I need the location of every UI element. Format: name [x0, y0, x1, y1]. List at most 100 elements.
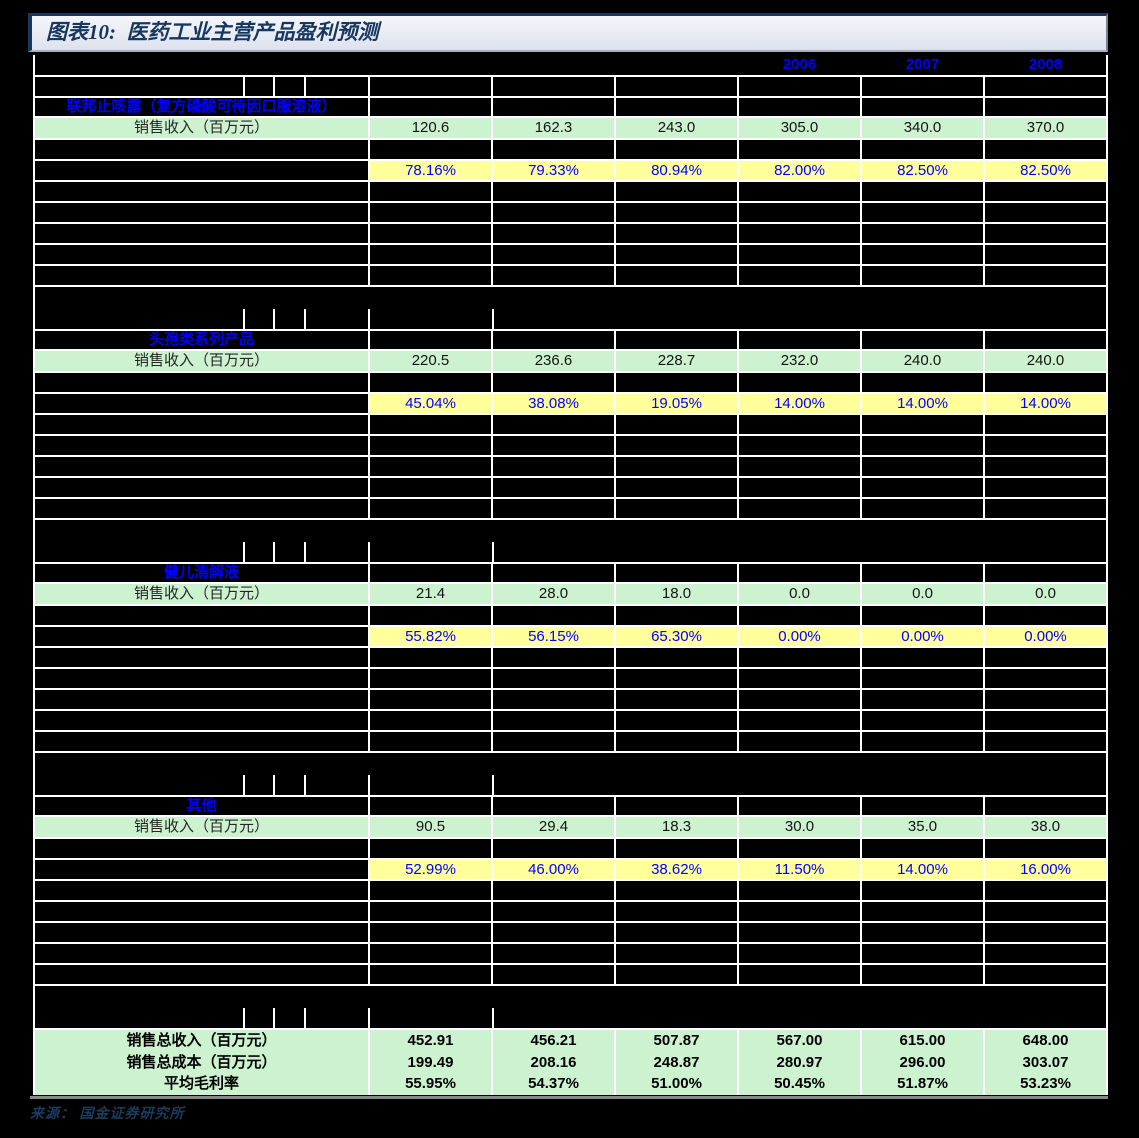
hidden-row: [35, 944, 1106, 963]
summary-value: 507.87: [653, 1032, 700, 1049]
grid-tick: [273, 77, 275, 96]
revenue-value: 228.7: [616, 351, 737, 371]
hidden-row: [35, 881, 1106, 900]
summary-value: 50.45%: [774, 1075, 825, 1093]
hidden-row: [35, 457, 1106, 476]
source-note: 来源： 国金证券研究所: [30, 1107, 185, 1122]
revenue-value: 162.3: [493, 118, 614, 138]
bottom-divider: [30, 1096, 1108, 1099]
margin-value: 0.00%: [739, 627, 860, 646]
grid-tick: [243, 309, 245, 329]
hidden-row: [35, 902, 1106, 921]
revenue-value: 0.0: [985, 584, 1106, 604]
grid-tick: [273, 309, 275, 329]
revenue-value: 220.5: [370, 351, 491, 371]
margin-value: 56.15%: [493, 627, 614, 646]
summary-value: 456.21: [530, 1032, 577, 1049]
revenue-value: 35.0: [862, 817, 983, 837]
margin-value: 14.00%: [985, 394, 1106, 413]
summary-value: 280.97: [776, 1053, 823, 1071]
summary-label: 销售总成本（百万元）: [126, 1053, 277, 1071]
hidden-cell: [35, 161, 368, 180]
revenue-label: 销售收入（百万元）: [35, 817, 368, 837]
figure-title: 图表10: 医药工业主营产品盈利预测: [46, 20, 379, 44]
grid-tick: [304, 309, 306, 329]
summary-value: 248.87: [653, 1053, 700, 1071]
summary-column: 648.00 303.07 53.23%: [985, 1030, 1106, 1095]
grid-tick: [368, 775, 370, 795]
grid-tick: [368, 1008, 370, 1028]
revenue-value: 243.0: [616, 118, 737, 138]
revenue-row: 销售收入（百万元） 220.5 236.6 228.7 232.0 240.0 …: [35, 351, 1106, 371]
revenue-label: 销售收入（百万元）: [35, 118, 368, 138]
summary-value: 303.07: [1022, 1053, 1069, 1071]
grid-tick: [243, 775, 245, 795]
revenue-label: 销售收入（百万元）: [35, 351, 368, 371]
grid-tick: [368, 309, 370, 329]
margin-value: 11.50%: [739, 860, 860, 879]
hidden-row: [35, 839, 1106, 858]
revenue-value: 370.0: [985, 118, 1106, 138]
margin-row: 45.04% 38.08% 19.05% 14.00% 14.00% 14.00…: [35, 394, 1106, 413]
margin-value: 38.08%: [493, 394, 614, 413]
summary-value: 615.00: [899, 1032, 946, 1049]
grid-tick: [304, 775, 306, 795]
hidden-row: [35, 478, 1106, 497]
revenue-value: 29.4: [493, 817, 614, 837]
revenue-value: 340.0: [862, 118, 983, 138]
summary-value: 208.16: [530, 1053, 577, 1071]
grid-tick: [492, 1008, 494, 1028]
profit-forecast-table: 2006 2007 2008 联邦止咳露（复方磷酸可待因口服溶液） 销售收入（百…: [33, 55, 1108, 1095]
grid-tick: [492, 775, 494, 795]
grid-tick: [368, 542, 370, 562]
revenue-value: 120.6: [370, 118, 491, 138]
summary-column: 452.91 199.49 55.95%: [370, 1030, 491, 1095]
grid-tick: [492, 542, 494, 562]
hidden-row: [35, 669, 1106, 688]
grid-tick: [243, 77, 245, 96]
section-header-row: 健儿清解液: [35, 564, 1106, 582]
section-title: 联邦止咳露（复方磷酸可待因口服溶液）: [66, 98, 337, 115]
grid-tick: [304, 542, 306, 562]
grid-tick: [304, 77, 306, 96]
hidden-row: [35, 373, 1106, 392]
section-title: 头孢类系列产品: [148, 331, 254, 348]
summary-labels: 销售总收入（百万元） 销售总成本（百万元） 平均毛利率: [35, 1030, 368, 1095]
revenue-value: 236.6: [493, 351, 614, 371]
summary-value: 648.00: [1022, 1032, 1069, 1049]
revenue-value: 90.5: [370, 817, 491, 837]
revenue-value: 18.0: [616, 584, 737, 604]
section-header-row: 其他: [35, 797, 1106, 815]
hidden-row: [35, 732, 1106, 751]
grid-tick: [243, 542, 245, 562]
margin-value: 46.00%: [493, 860, 614, 879]
section-title: 其他: [186, 797, 217, 814]
summary-value: 199.49: [407, 1053, 454, 1071]
grid-tick: [273, 775, 275, 795]
hidden-row: [35, 965, 1106, 984]
hidden-row: [35, 923, 1106, 942]
summary-label: 销售总收入（百万元）: [126, 1032, 277, 1049]
year-header: 2007: [905, 56, 940, 73]
margin-value: 78.16%: [370, 161, 491, 180]
year-header-row: 2006 2007 2008: [35, 55, 1106, 75]
section-header-row: 联邦止咳露（复方磷酸可待因口服溶液）: [35, 98, 1106, 116]
hidden-row: [35, 436, 1106, 455]
revenue-value: 18.3: [616, 817, 737, 837]
hidden-cell: [35, 860, 368, 879]
margin-value: 65.30%: [616, 627, 737, 646]
margin-value: 80.94%: [616, 161, 737, 180]
margin-value: 52.99%: [370, 860, 491, 879]
summary-value: 55.95%: [405, 1075, 456, 1093]
margin-value: 55.82%: [370, 627, 491, 646]
hidden-row: [35, 690, 1106, 709]
margin-value: 38.62%: [616, 860, 737, 879]
hidden-row: [35, 499, 1106, 518]
figure-title-bar: 图表10: 医药工业主营产品盈利预测: [28, 13, 1108, 52]
spacer-row: [35, 287, 1106, 329]
grid-tick: [273, 1008, 275, 1028]
spacer-row: [35, 753, 1106, 795]
margin-value: 82.00%: [739, 161, 860, 180]
revenue-value: 38.0: [985, 817, 1106, 837]
margin-value: 14.00%: [739, 394, 860, 413]
